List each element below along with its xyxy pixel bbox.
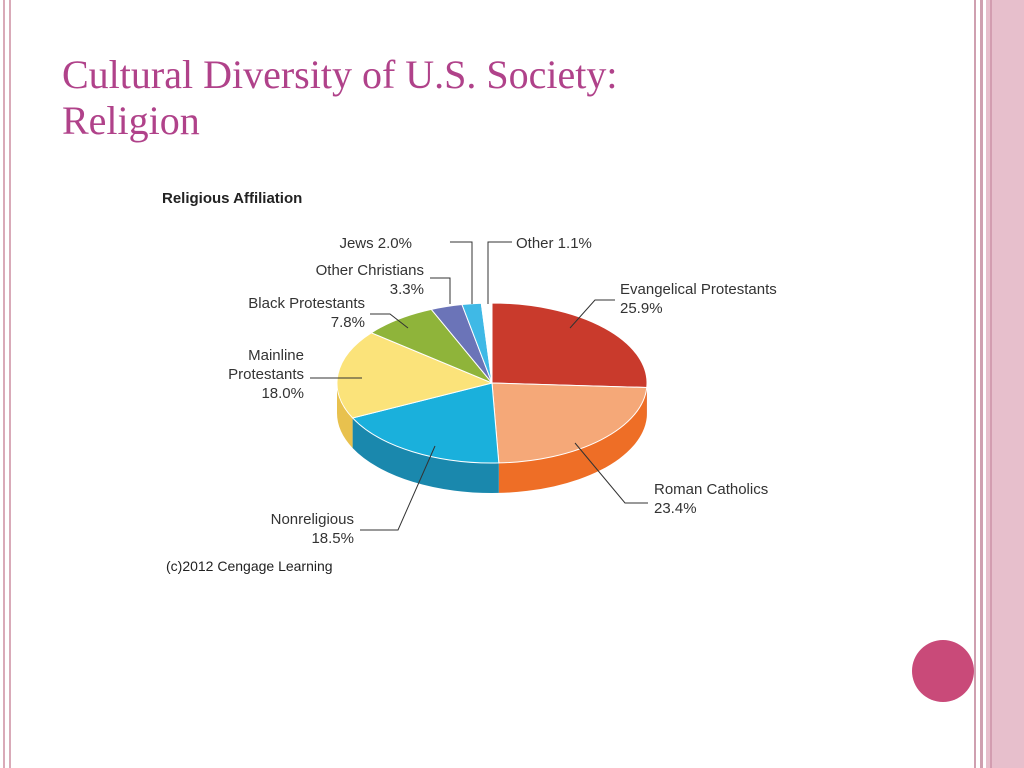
slice-label-roman-catholics: Roman Catholics bbox=[654, 481, 768, 498]
leader-line-black-protestants bbox=[370, 313, 409, 329]
pie-slice-evangelical-protestants bbox=[491, 302, 648, 389]
slice-label-evangelical-protestants: 25.9% bbox=[620, 300, 663, 317]
leader-line-other bbox=[487, 241, 512, 304]
leader-line-evangelical-protestants bbox=[569, 299, 615, 329]
left-border bbox=[0, 0, 14, 768]
pie-group bbox=[336, 302, 648, 493]
slide-title: Cultural Diversity of U.S. Society: Reli… bbox=[62, 52, 822, 144]
slice-label-black-protestants: Black Protestants bbox=[248, 295, 365, 312]
pie-labels: Evangelical Protestants 25.9% Roman Cathol… bbox=[228, 235, 777, 547]
slice-label-nonreligious: 18.5% bbox=[311, 530, 354, 547]
pie-side-mainline-protestants bbox=[337, 383, 353, 448]
pie-slice-nonreligious bbox=[351, 382, 500, 464]
right-border bbox=[974, 0, 1024, 768]
slice-label-roman-catholics: 23.4% bbox=[654, 500, 697, 517]
leader-line-nonreligious bbox=[360, 445, 436, 531]
right-border-line bbox=[980, 0, 983, 768]
right-border-band bbox=[986, 0, 1024, 768]
slide-title-line-1: Cultural Diversity of U.S. Society: bbox=[62, 52, 618, 97]
leader-line-roman-catholics bbox=[574, 442, 648, 504]
slide-title-line-2: Religion bbox=[62, 98, 200, 143]
slice-label-mainline-protestants: 18.0% bbox=[261, 385, 304, 402]
decorative-circle bbox=[912, 640, 974, 702]
slice-label-other: Other 1.1% bbox=[516, 235, 592, 252]
pie-slice-roman-catholics bbox=[491, 382, 648, 464]
leader-line-other-christians bbox=[430, 277, 451, 304]
slice-label-jews: Jews 2.0% bbox=[339, 235, 412, 252]
left-border-line bbox=[3, 0, 5, 768]
pie-slice-other bbox=[480, 302, 493, 384]
pie-slice-mainline-protestants bbox=[336, 332, 494, 419]
slice-label-nonreligious: Nonreligious bbox=[271, 511, 354, 528]
slice-label-other-christians: Other Christians bbox=[316, 262, 424, 279]
chart-title: Religious Affiliation bbox=[162, 190, 302, 207]
leader-line-jews bbox=[450, 241, 473, 304]
left-border-line bbox=[9, 0, 11, 768]
right-border-line bbox=[974, 0, 976, 768]
right-border-line bbox=[990, 0, 992, 768]
chart-source: (c)2012 Cengage Learning bbox=[166, 558, 333, 574]
slice-label-mainline-protestants: Mainline bbox=[248, 347, 304, 364]
slice-label-evangelical-protestants: Evangelical Protestants bbox=[620, 281, 777, 298]
slice-label-other-christians: 3.3% bbox=[390, 281, 424, 298]
religious-affiliation-pie-chart: Religious Affiliation Evangelical Protes… bbox=[162, 190, 777, 574]
slice-label-mainline-protestants: Protestants bbox=[228, 366, 304, 383]
slice-label-black-protestants: 7.8% bbox=[331, 314, 365, 331]
pie-side-roman-catholics bbox=[498, 387, 647, 493]
